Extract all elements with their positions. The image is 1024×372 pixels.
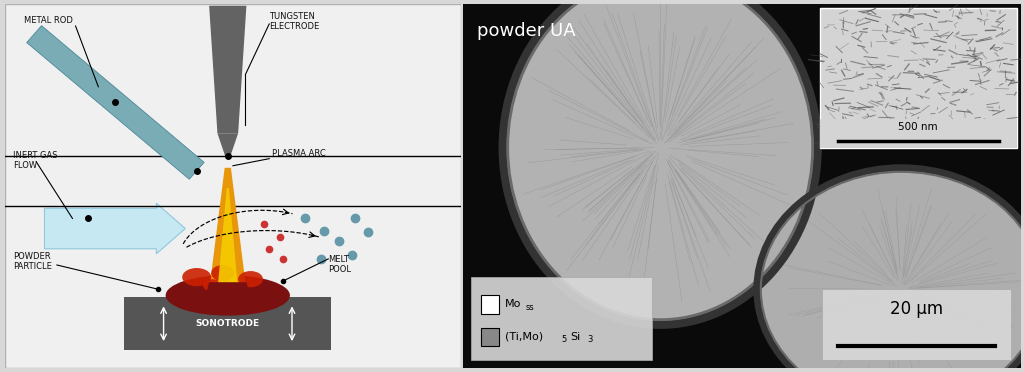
Text: TUNGSTEN
ELECTRODE: TUNGSTEN ELECTRODE [269, 12, 319, 31]
Text: Mo: Mo [505, 299, 521, 310]
Text: PLASMA ARC: PLASMA ARC [272, 149, 326, 158]
Bar [471, 277, 652, 360]
Text: powder UA: powder UA [477, 22, 575, 40]
Text: Si: Si [570, 332, 581, 342]
Ellipse shape [182, 268, 211, 286]
Text: 20 μm: 20 μm [890, 300, 943, 318]
Text: POWDER
PARTICLE: POWDER PARTICLE [13, 252, 52, 271]
Text: (Ti,Mo): (Ti,Mo) [505, 332, 543, 342]
Polygon shape [217, 133, 239, 158]
Ellipse shape [757, 168, 1024, 372]
Text: 5: 5 [561, 336, 566, 344]
Polygon shape [209, 6, 247, 133]
Text: MELT
POOL: MELT POOL [329, 255, 351, 274]
Text: INERT GAS
FLOW: INERT GAS FLOW [13, 151, 58, 170]
Bar [821, 289, 1011, 360]
Polygon shape [217, 188, 239, 290]
Bar [124, 297, 332, 350]
Bar [819, 8, 1017, 148]
Ellipse shape [166, 275, 290, 315]
Polygon shape [27, 26, 204, 179]
Text: 3: 3 [588, 336, 593, 344]
Text: SONOTRODE: SONOTRODE [196, 319, 260, 328]
FancyArrow shape [44, 203, 185, 254]
Bar [819, 119, 1017, 148]
Bar [481, 328, 499, 346]
Ellipse shape [503, 0, 817, 325]
Bar [481, 295, 499, 314]
Polygon shape [209, 168, 247, 290]
Polygon shape [205, 282, 251, 298]
Ellipse shape [239, 271, 263, 287]
Text: 500 nm: 500 nm [898, 122, 938, 132]
Ellipse shape [203, 279, 221, 291]
Ellipse shape [211, 265, 234, 281]
Text: ss: ss [525, 303, 535, 312]
Text: METAL ROD: METAL ROD [24, 16, 73, 25]
